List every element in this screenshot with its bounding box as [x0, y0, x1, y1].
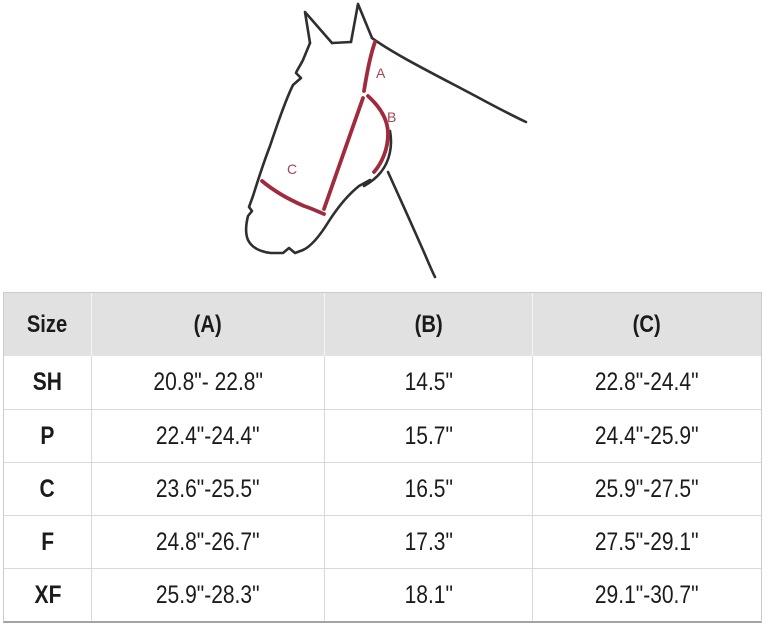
column-header-b-label: (B) [414, 310, 443, 338]
cell-c-c-text: 25.9"-27.5" [595, 474, 699, 503]
column-header-a-label: (A) [193, 310, 222, 338]
cell-c-a-text: 23.6"-25.5" [156, 474, 260, 503]
cell-p-a: 22.4"-24.4" [92, 409, 325, 462]
column-header-c-label: (C) [632, 310, 661, 338]
cell-f-c-text: 27.5"-29.1" [595, 527, 699, 556]
cell-sh-c: 22.8"-24.4" [533, 356, 761, 409]
horse-face-outline [244, 41, 372, 255]
strap-c-noseband [260, 179, 326, 216]
cell-sh-c-text: 22.8"-24.4" [595, 368, 699, 396]
horse-head-diagram: A B C [244, 2, 528, 279]
cell-f-a-text: 24.8"-26.7" [156, 527, 260, 556]
horse-left-ear [303, 10, 334, 45]
cell-xf-b: 18.1" [325, 568, 533, 621]
cell-f-a: 24.8"-26.7" [92, 515, 325, 568]
row-label-xf: XF [4, 568, 92, 621]
column-header-c: (C) [533, 293, 761, 356]
cell-p-a-text: 22.4"-24.4" [156, 421, 260, 450]
cell-f-b: 17.3" [325, 515, 533, 568]
cell-c-a: 23.6"-25.5" [92, 462, 325, 515]
cell-f-c: 27.5"-29.1" [533, 515, 761, 568]
column-header-b: (B) [325, 293, 533, 356]
cell-p-b: 15.7" [325, 409, 533, 462]
horse-neck-front-line [386, 170, 437, 279]
strap-b-throatlatch [366, 94, 390, 174]
strap-label-a: A [376, 65, 386, 81]
cell-sh-a-text: 20.8"- 22.8" [153, 368, 263, 396]
cell-xf-a-text: 25.9"-28.3" [156, 580, 260, 609]
cell-c-b: 16.5" [325, 462, 533, 515]
row-label-p: P [4, 409, 92, 462]
cell-xf-b-text: 18.1" [404, 580, 453, 609]
row-label-f-text: F [41, 527, 54, 556]
row-label-sh: SH [4, 356, 92, 409]
strap-label-b: B [387, 109, 396, 125]
column-header-a: (A) [92, 293, 325, 356]
cell-p-b-text: 15.7" [404, 421, 453, 450]
strap-a-crownpiece [362, 40, 377, 93]
strap-cheekpiece [322, 96, 365, 211]
cell-c-c: 25.9"-27.5" [533, 462, 761, 515]
horse-cheek-line [362, 129, 393, 188]
horse-neck-top-line [370, 36, 528, 124]
row-label-p-text: P [40, 421, 55, 450]
cell-sh-a: 20.8"- 22.8" [92, 356, 325, 409]
row-label-f: F [4, 515, 92, 568]
row-label-c-text: C [39, 474, 56, 503]
strap-label-c: C [287, 161, 297, 177]
column-header-size: Size [4, 293, 92, 356]
column-header-size-label: Size [27, 310, 68, 338]
cell-xf-c-text: 29.1"-30.7" [595, 580, 699, 609]
cell-xf-a: 25.9"-28.3" [92, 568, 325, 621]
row-label-c: C [4, 462, 92, 515]
row-label-xf-text: XF [34, 580, 61, 609]
row-label-sh-text: SH [32, 368, 63, 396]
cell-xf-c: 29.1"-30.7" [533, 568, 761, 621]
horse-poll-line [330, 40, 353, 45]
cell-p-c: 24.4"-25.9" [533, 409, 761, 462]
cell-sh-b-text: 14.5" [404, 368, 453, 396]
horse-right-ear [349, 2, 374, 44]
cell-sh-b: 14.5" [325, 356, 533, 409]
cell-c-b-text: 16.5" [404, 474, 453, 503]
cell-p-c-text: 24.4"-25.9" [595, 421, 699, 450]
cell-f-b-text: 17.3" [404, 527, 453, 556]
size-chart-table: Size (A) (B) (C) SH 20.8"- 22.8" 14.5" 2… [3, 292, 762, 623]
